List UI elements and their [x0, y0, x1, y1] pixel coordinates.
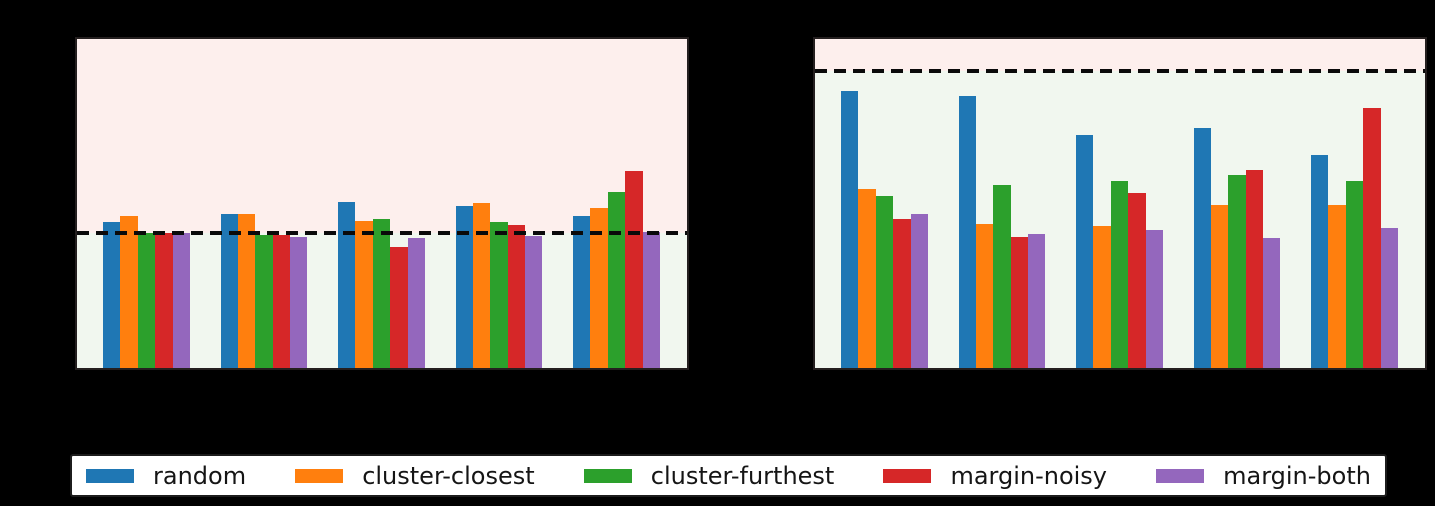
legend-swatch-random [86, 468, 134, 483]
bar-cluster-furthest-group3 [372, 219, 391, 368]
bar-cluster-closest-group4 [472, 202, 491, 368]
legend-label: cluster-closest [362, 461, 535, 490]
legend-entry-margin-both: margin-both [1156, 464, 1371, 488]
bar-margin-noisy-group4 [507, 225, 526, 368]
bar-random-group2 [220, 214, 238, 368]
bar-random-group4 [1193, 128, 1211, 368]
bar-margin-noisy-group3 [390, 247, 408, 368]
bar-random-group5 [1311, 154, 1329, 368]
bar-cluster-furthest-group2 [993, 184, 1011, 368]
baseline-dashed-line [77, 231, 687, 236]
bar-cluster-closest-group1 [120, 216, 138, 368]
bar-cluster-closest-group3 [355, 221, 373, 368]
bar-cluster-closest-group5 [1328, 204, 1346, 368]
bar-margin-noisy-group4 [1245, 169, 1264, 368]
bar-random-group4 [455, 206, 473, 368]
bar-margin-noisy-group1 [893, 219, 911, 368]
bar-random-group1 [103, 222, 121, 368]
bar-cluster-furthest-group4 [490, 222, 508, 368]
bar-cluster-closest-group4 [1210, 205, 1229, 368]
bar-margin-both-group3 [1145, 230, 1163, 368]
bar-margin-noisy-group3 [1128, 192, 1146, 368]
bar-margin-both-group1 [172, 233, 190, 368]
legend-swatch-margin-both [1156, 468, 1205, 483]
shaded-region-above-baseline [77, 39, 687, 234]
bar-chart-panel-right [813, 37, 1427, 370]
legend-label: margin-noisy [950, 461, 1108, 490]
bar-cluster-closest-group5 [590, 208, 608, 368]
bar-cluster-furthest-group1 [137, 233, 156, 368]
bar-margin-both-group1 [910, 214, 928, 368]
bar-random-group2 [958, 95, 976, 368]
bar-cluster-furthest-group5 [1345, 180, 1364, 368]
bar-cluster-closest-group3 [1093, 226, 1111, 368]
bar-margin-both-group3 [407, 238, 425, 368]
bar-cluster-furthest-group5 [607, 191, 626, 368]
legend-entry-cluster-closest: cluster-closest [295, 461, 535, 490]
bar-random-group3 [338, 201, 356, 368]
bar-cluster-closest-group1 [858, 188, 876, 368]
legend-entry-random: random [86, 464, 246, 488]
bar-margin-noisy-group5 [625, 170, 643, 368]
bar-margin-both-group2 [290, 237, 308, 368]
bar-random-group3 [1076, 135, 1094, 368]
bar-margin-both-group5 [1380, 228, 1398, 368]
legend-label: cluster-furthest [650, 461, 835, 490]
bar-margin-both-group4 [1263, 238, 1281, 368]
legend-entry-cluster-furthest: cluster-furthest [583, 461, 835, 490]
bar-margin-noisy-group5 [1363, 108, 1381, 368]
legend-swatch-cluster-furthest [583, 468, 632, 483]
legend: random cluster-closest cluster-furthest … [70, 454, 1387, 497]
bar-margin-noisy-group1 [155, 233, 173, 368]
legend-label: random [153, 461, 247, 490]
bar-random-group1 [841, 90, 859, 368]
bar-random-group5 [573, 216, 591, 368]
bar-cluster-closest-group2 [975, 224, 994, 368]
bar-margin-noisy-group2 [1010, 237, 1029, 368]
bar-margin-noisy-group2 [272, 235, 291, 368]
bar-cluster-furthest-group3 [1110, 180, 1129, 368]
legend-entry-margin-noisy: margin-noisy [883, 464, 1107, 488]
bar-margin-both-group2 [1028, 234, 1046, 368]
baseline-dashed-line [815, 68, 1425, 73]
bar-chart-panel-left [75, 37, 689, 370]
legend-swatch-cluster-closest [295, 468, 344, 483]
bar-margin-both-group5 [642, 232, 660, 368]
bar-cluster-closest-group2 [237, 214, 256, 368]
bar-cluster-furthest-group2 [255, 235, 273, 368]
legend-swatch-margin-noisy [883, 468, 932, 483]
bar-cluster-furthest-group4 [1228, 174, 1246, 368]
legend-label: margin-both [1223, 461, 1371, 490]
bar-margin-both-group4 [525, 236, 543, 368]
bar-cluster-furthest-group1 [875, 195, 894, 368]
shaded-region-above-baseline [815, 39, 1425, 71]
